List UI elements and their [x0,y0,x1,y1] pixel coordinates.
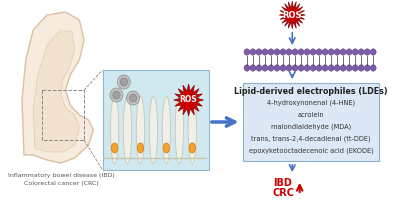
Circle shape [322,65,328,71]
Text: malondialdehyde (MDA): malondialdehyde (MDA) [271,124,351,130]
Text: trans, trans-2,4-decadienal (tt-DDE): trans, trans-2,4-decadienal (tt-DDE) [252,136,371,142]
FancyArrowPatch shape [290,165,295,170]
Circle shape [113,91,120,99]
Text: Colorectal cancer (CRC): Colorectal cancer (CRC) [24,181,98,185]
Circle shape [364,65,370,71]
Circle shape [352,65,358,71]
Ellipse shape [111,143,118,153]
Circle shape [298,65,304,71]
Ellipse shape [136,96,145,164]
Circle shape [262,49,268,55]
Text: Lipid-derived electrophiles (LDEs): Lipid-derived electrophiles (LDEs) [234,87,388,97]
Circle shape [268,49,274,55]
Circle shape [346,49,352,55]
Circle shape [298,49,304,55]
Text: ROS: ROS [282,11,302,20]
Circle shape [250,49,256,55]
Ellipse shape [188,96,196,164]
Text: CRC: CRC [272,188,294,198]
Circle shape [358,49,364,55]
Ellipse shape [110,96,119,164]
Circle shape [370,49,376,55]
Circle shape [120,78,128,86]
FancyArrowPatch shape [290,33,295,43]
Circle shape [322,49,328,55]
Ellipse shape [189,143,196,153]
Circle shape [340,49,346,55]
Circle shape [316,65,322,71]
Circle shape [250,65,256,71]
FancyArrowPatch shape [290,72,295,77]
Circle shape [334,49,340,55]
FancyArrowPatch shape [212,118,235,126]
Ellipse shape [137,143,144,153]
Circle shape [346,65,352,71]
Circle shape [310,65,316,71]
Circle shape [364,49,370,55]
Text: epoxyketooctadecenoic acid (EKODE): epoxyketooctadecenoic acid (EKODE) [249,148,374,154]
Circle shape [286,49,292,55]
Circle shape [274,49,280,55]
Text: 4-hydroxynonenal (4-HNE): 4-hydroxynonenal (4-HNE) [267,100,355,106]
Circle shape [340,65,346,71]
Circle shape [328,65,334,71]
Circle shape [129,94,137,102]
Circle shape [244,65,250,71]
Text: acrolein: acrolein [298,112,324,118]
Circle shape [334,65,340,71]
Circle shape [244,49,250,55]
Circle shape [310,49,316,55]
Circle shape [268,65,274,71]
Ellipse shape [123,96,132,164]
Circle shape [358,65,364,71]
Circle shape [256,49,262,55]
Polygon shape [174,84,204,116]
FancyBboxPatch shape [243,83,379,161]
Circle shape [256,65,262,71]
Circle shape [274,65,280,71]
Circle shape [110,88,123,102]
Circle shape [316,49,322,55]
FancyBboxPatch shape [102,70,209,170]
Text: ROS: ROS [180,96,198,104]
Circle shape [304,65,310,71]
PathPatch shape [22,12,93,163]
Circle shape [286,65,292,71]
Circle shape [292,65,298,71]
Text: IBD: IBD [274,178,292,188]
Circle shape [280,65,286,71]
PathPatch shape [33,30,80,152]
Ellipse shape [149,96,158,164]
Bar [42,90,84,140]
FancyArrowPatch shape [297,185,302,192]
Text: Inflammatory bowel disease (IBD): Inflammatory bowel disease (IBD) [8,173,114,178]
Circle shape [262,65,268,71]
Circle shape [280,49,286,55]
Ellipse shape [175,96,184,164]
Polygon shape [279,1,305,29]
Circle shape [304,49,310,55]
Circle shape [352,49,358,55]
Circle shape [117,75,130,89]
Circle shape [328,49,334,55]
Ellipse shape [162,96,170,164]
Circle shape [292,49,298,55]
Ellipse shape [163,143,170,153]
Circle shape [127,91,140,105]
Circle shape [370,65,376,71]
